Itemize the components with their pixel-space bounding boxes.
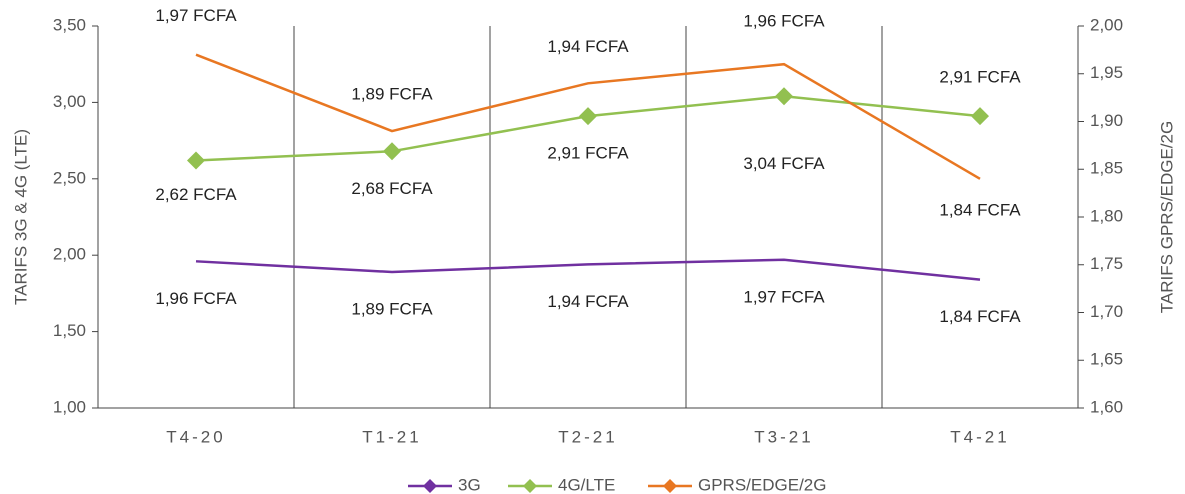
series-line: [195, 258, 981, 281]
x-tick-label: T1-21: [362, 427, 421, 446]
point-marker: [187, 151, 205, 170]
y2-tick-label: 1,75: [1090, 254, 1123, 273]
data-label: 1,89 FCFA: [351, 85, 433, 104]
legend-label: GPRS/EDGE/2G: [698, 475, 826, 494]
y-tick-label: 3,00: [53, 92, 86, 111]
data-label: 1,97 FCFA: [743, 287, 825, 306]
y2-axis-title: TARIFS GPRS/EDGE/2G: [1157, 121, 1176, 313]
legend-marker: [523, 479, 537, 493]
x-tick-label: T4-21: [950, 427, 1009, 446]
y-tick-label: 3,50: [53, 15, 86, 34]
y-axis-title: TARIFS 3G & 4G (LTE): [11, 129, 30, 305]
data-label: 2,62 FCFA: [155, 185, 237, 204]
data-label: 2,91 FCFA: [939, 68, 1021, 87]
data-label: 1,94 FCFA: [547, 37, 629, 56]
data-label: 1,84 FCFA: [939, 200, 1021, 219]
legend-marker: [423, 479, 437, 493]
data-label: 2,68 FCFA: [351, 179, 433, 198]
y2-tick-label: 1,60: [1090, 397, 1123, 416]
legend-marker: [663, 479, 677, 493]
point-marker: [971, 107, 989, 126]
data-label: 1,96 FCFA: [155, 289, 237, 308]
legend-label: 3G: [458, 475, 481, 494]
y2-tick-label: 1,70: [1090, 302, 1123, 321]
x-tick-label: T3-21: [754, 427, 813, 446]
data-label: 1,89 FCFA: [351, 299, 433, 318]
y2-tick-label: 1,85: [1090, 159, 1123, 178]
data-label: 1,96 FCFA: [743, 12, 825, 31]
y2-tick-label: 1,95: [1090, 63, 1123, 82]
x-tick-label: T2-21: [558, 427, 617, 446]
data-label: 1,94 FCFA: [547, 292, 629, 311]
y-tick-label: 2,50: [53, 168, 86, 187]
y-tick-label: 1,50: [53, 321, 86, 340]
data-label: 1,84 FCFA: [939, 307, 1021, 326]
y-tick-label: 1,00: [53, 397, 86, 416]
x-tick-label: T4-20: [166, 427, 225, 446]
series-line: [195, 53, 981, 180]
y2-tick-label: 1,65: [1090, 350, 1123, 369]
point-marker: [775, 87, 793, 106]
point-marker: [579, 107, 597, 126]
y2-tick-label: 1,90: [1090, 111, 1123, 130]
y2-tick-label: 2,00: [1090, 15, 1123, 34]
point-marker: [383, 142, 401, 161]
y2-tick-label: 1,80: [1090, 206, 1123, 225]
data-label: 2,91 FCFA: [547, 144, 629, 163]
data-label: 1,97 FCFA: [155, 6, 237, 25]
y-tick-label: 2,00: [53, 245, 86, 264]
legend-label: 4G/LTE: [558, 475, 615, 494]
data-label: 3,04 FCFA: [743, 154, 825, 173]
